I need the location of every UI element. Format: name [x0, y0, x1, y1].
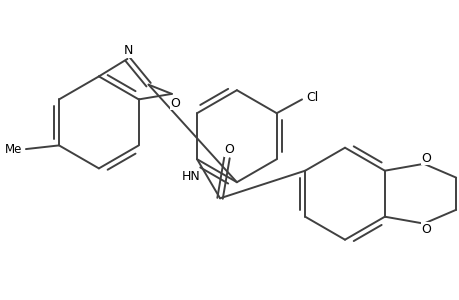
Text: O: O [420, 152, 430, 165]
Text: Cl: Cl [305, 91, 318, 103]
Text: O: O [420, 223, 430, 236]
Text: O: O [170, 97, 180, 110]
Text: N: N [123, 44, 133, 57]
Text: HN: HN [181, 170, 200, 183]
Text: O: O [224, 143, 234, 156]
Text: Me: Me [5, 142, 22, 156]
